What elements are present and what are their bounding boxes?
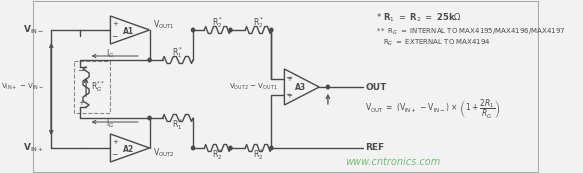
Text: REF: REF: [366, 143, 384, 153]
Text: R$_2^*$: R$_2^*$: [253, 16, 264, 30]
Text: R$_2^*$: R$_2^*$: [212, 148, 223, 162]
Text: V$_{\rm OUT}$ $=$ (V$_{\rm IN+}$ $-$ V$_{\rm IN-}$) $\times$ $\left(1+\dfrac{2R_: V$_{\rm OUT}$ $=$ (V$_{\rm IN+}$ $-$ V$_…: [366, 97, 500, 121]
Text: V$_{\rm IN-}$: V$_{\rm IN-}$: [23, 24, 44, 36]
Circle shape: [148, 116, 151, 120]
Text: V$_{\rm IN+}$ $-$ V$_{\rm IN-}$: V$_{\rm IN+}$ $-$ V$_{\rm IN-}$: [1, 82, 44, 92]
Circle shape: [229, 28, 232, 32]
Text: R$_2^*$: R$_2^*$: [212, 16, 223, 30]
Text: R$_1^*$: R$_1^*$: [173, 117, 183, 133]
Text: +: +: [286, 93, 292, 99]
Text: $*$ R$_1$ $=$ R$_2$ $=$ 25k$\Omega$: $*$ R$_1$ $=$ R$_2$ $=$ 25k$\Omega$: [376, 12, 461, 24]
Circle shape: [148, 58, 151, 62]
Text: V$_{\rm OUT1}$: V$_{\rm OUT1}$: [153, 19, 174, 31]
Text: A2: A2: [122, 144, 134, 153]
Text: R$_1^*$: R$_1^*$: [173, 45, 183, 60]
Bar: [74, 61, 110, 113]
Text: A1: A1: [122, 26, 134, 35]
Text: www.cntronics.com: www.cntronics.com: [345, 157, 441, 167]
Circle shape: [191, 28, 195, 32]
Text: −: −: [286, 91, 292, 100]
Text: OUT: OUT: [366, 83, 387, 92]
Text: R$_2^*$: R$_2^*$: [253, 148, 264, 162]
Text: −: −: [111, 32, 118, 41]
Text: −: −: [111, 150, 118, 159]
Text: R$_G^{**}$: R$_G^{**}$: [92, 80, 105, 94]
Text: V$_{\rm OUT2}$ $-$ V$_{\rm OUT1}$: V$_{\rm OUT2}$ $-$ V$_{\rm OUT1}$: [229, 82, 278, 92]
Circle shape: [270, 28, 273, 32]
Text: V$_{\rm OUT2}$: V$_{\rm OUT2}$: [153, 147, 174, 159]
Text: I$_G$: I$_G$: [106, 48, 114, 60]
Text: R$_G$ $=$ EXTERNAL TO MAX4194: R$_G$ $=$ EXTERNAL TO MAX4194: [382, 38, 491, 48]
Circle shape: [270, 146, 273, 150]
Text: +: +: [286, 76, 292, 82]
Text: A3: A3: [294, 84, 305, 93]
Text: +: +: [112, 139, 118, 145]
Text: +: +: [112, 21, 118, 27]
Text: $**$ R$_G$ $=$ INTERNAL TO MAX4195/MAX4196/MAX4197: $**$ R$_G$ $=$ INTERNAL TO MAX4195/MAX41…: [376, 27, 565, 37]
Text: +: +: [78, 100, 84, 106]
Circle shape: [326, 85, 329, 89]
Circle shape: [191, 146, 195, 150]
Circle shape: [229, 146, 232, 150]
Text: −: −: [78, 66, 85, 75]
Text: V$_{\rm IN+}$: V$_{\rm IN+}$: [23, 142, 44, 154]
Text: −: −: [285, 74, 292, 83]
Text: I$_G$: I$_G$: [106, 118, 114, 130]
